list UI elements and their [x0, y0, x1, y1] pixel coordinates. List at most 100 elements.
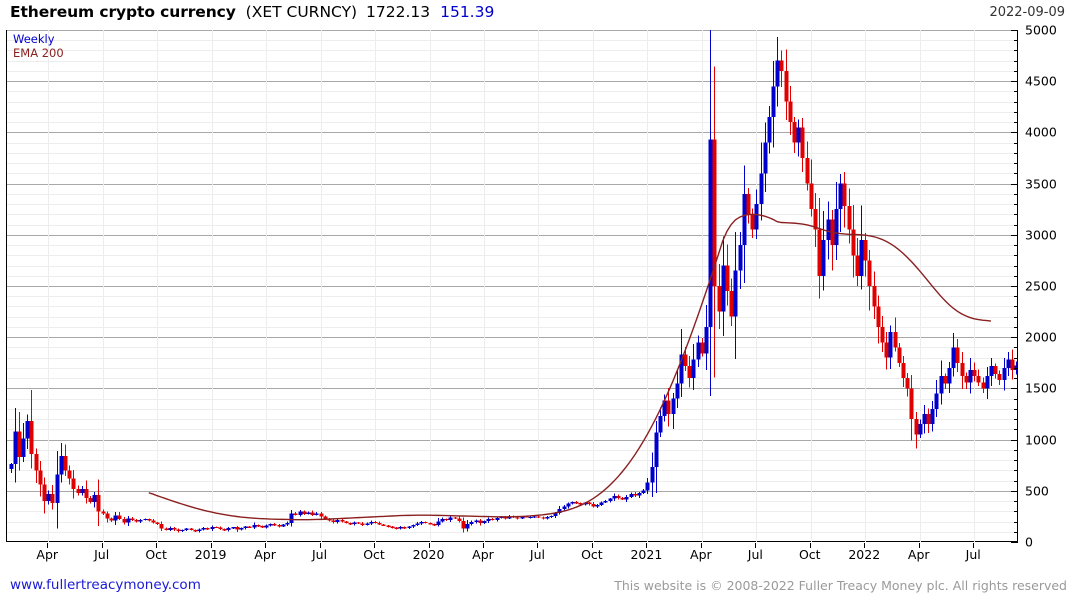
y-axis-tick-mark: [1014, 245, 1018, 246]
x-axis-tick-2019: 2019: [194, 547, 227, 562]
y-axis-tick-mark: [1014, 460, 1018, 461]
x-axis-tick-mark: [320, 543, 321, 548]
y-axis-spine: [1017, 30, 1018, 543]
y-axis-tick-0: 0: [1025, 534, 1033, 550]
y-axis-tick-mark: [1014, 173, 1018, 174]
y-axis-tick-mark: [1014, 481, 1018, 482]
y-axis-tick-2000: 2000: [1025, 329, 1057, 345]
last-price: 1722.13: [366, 3, 431, 21]
y-axis-tick-mark: [1014, 153, 1018, 154]
y-axis-tick-mark: [1014, 266, 1018, 267]
x-axis-tick-oct: Oct: [581, 547, 603, 562]
y-axis-tick-mark: [1011, 30, 1018, 31]
y-axis-tick-mark: [1011, 337, 1018, 338]
x-axis-tick-jul: Jul: [312, 547, 328, 562]
x-axis-tick-mark: [810, 543, 811, 548]
y-axis-tick-1000: 1000: [1025, 432, 1057, 448]
x-axis-tick-mark: [211, 543, 212, 548]
y-axis-tick-mark: [1014, 532, 1018, 533]
chart-footer: www.fullertreacymoney.com This website i…: [0, 575, 1075, 597]
x-axis-tick-apr: Apr: [472, 547, 494, 562]
y-axis-tick-marks: [1011, 30, 1018, 543]
y-axis-tick-mark: [1014, 122, 1018, 123]
y-axis-tick-mark: [1011, 81, 1018, 82]
y-axis-tick-mark: [1014, 163, 1018, 164]
y-axis-tick-mark: [1014, 501, 1018, 502]
chart-header: Ethereum crypto currency (XET CURNCY) 17…: [0, 0, 1075, 26]
y-axis-tick-mark: [1011, 388, 1018, 389]
chart-date: 2022-09-09: [989, 5, 1065, 20]
y-axis-tick-mark: [1011, 235, 1018, 236]
y-axis-tick-mark: [1014, 50, 1018, 51]
x-axis-labels: Apr Jul Oct 2019 Apr Jul Oct 2020 Apr Jul Oct 2021 A…: [6, 543, 1017, 565]
x-axis-tick-jul: Jul: [965, 547, 981, 562]
x-axis-tick-mark: [156, 543, 157, 548]
copyright-notice: This website is © 2008-2022 Fuller Treac…: [614, 578, 1067, 593]
y-axis-tick-3000: 3000: [1025, 227, 1057, 243]
y-axis-tick-mark: [1014, 327, 1018, 328]
y-axis-tick-mark: [1014, 112, 1018, 113]
y-axis-tick-mark: [1014, 409, 1018, 410]
y-axis-tick-mark: [1014, 450, 1018, 451]
y-axis-tick-mark: [1014, 358, 1018, 359]
y-axis-tick-mark: [1014, 214, 1018, 215]
y-axis-tick-mark: [1011, 491, 1018, 492]
y-axis-tick-mark: [1014, 225, 1018, 226]
x-axis-tick-mark: [102, 543, 103, 548]
x-axis-tick-apr: Apr: [690, 547, 712, 562]
x-axis-tick-2022: 2022: [848, 547, 881, 562]
y-axis-tick-3500: 3500: [1025, 176, 1057, 192]
y-axis-tick-mark: [1014, 91, 1018, 92]
y-axis-tick-1500: 1500: [1025, 380, 1057, 396]
y-axis-tick-mark: [1014, 378, 1018, 379]
x-axis-tick-jul: Jul: [747, 547, 763, 562]
x-axis-tick-apr: Apr: [36, 547, 59, 562]
price-change: 151.39: [440, 3, 495, 21]
x-axis-tick-2020: 2020: [412, 547, 445, 562]
chart-plot-area: Weekly EMA 200: [6, 30, 1018, 542]
y-axis-tick-mark: [1014, 255, 1018, 256]
x-axis-tick-oct: Oct: [145, 547, 167, 562]
y-axis-tick-mark: [1014, 306, 1018, 307]
y-axis-tick-mark: [1014, 368, 1018, 369]
y-axis-tick-mark: [1014, 511, 1018, 512]
page-title: Ethereum crypto currency (XET CURNCY) 17…: [10, 3, 494, 21]
y-axis-tick-4500: 4500: [1025, 73, 1057, 89]
x-axis-tick-mark: [919, 543, 920, 548]
x-axis-tick-mark: [755, 543, 756, 548]
x-axis-tick-oct: Oct: [363, 547, 385, 562]
y-axis-tick-mark: [1014, 143, 1018, 144]
instrument-name: Ethereum crypto currency: [10, 3, 236, 21]
y-axis-tick-mark: [1011, 286, 1018, 287]
x-axis-tick-apr: Apr: [254, 547, 276, 562]
y-axis-tick-500: 500: [1025, 483, 1049, 499]
y-axis-tick-2500: 2500: [1025, 278, 1057, 294]
y-axis-tick-mark: [1014, 522, 1018, 523]
y-axis-tick-mark: [1014, 40, 1018, 41]
site-url[interactable]: www.fullertreacymoney.com: [10, 577, 201, 593]
y-axis-tick-mark: [1014, 276, 1018, 277]
y-axis-tick-mark: [1014, 429, 1018, 430]
y-axis-tick-mark: [1014, 204, 1018, 205]
y-axis-tick-mark: [1014, 102, 1018, 103]
y-axis-tick-mark: [1014, 194, 1018, 195]
x-axis-tick-mark: [646, 543, 647, 548]
candlestick-plot: [7, 30, 1018, 542]
y-axis-tick-5000: 5000: [1025, 22, 1057, 38]
x-axis-tick-apr: Apr: [907, 547, 930, 562]
y-axis-tick-mark: [1014, 71, 1018, 72]
y-axis-tick-mark: [1011, 440, 1018, 441]
x-axis-tick-mark: [429, 543, 430, 548]
x-axis-tick-mark: [973, 543, 974, 548]
x-axis-tick-mark: [537, 543, 538, 548]
x-axis-tick-mark: [47, 543, 48, 548]
y-axis-tick-mark: [1014, 296, 1018, 297]
instrument-ticker: (XET CURNCY): [245, 3, 358, 21]
y-axis-tick-mark: [1011, 542, 1018, 543]
y-axis-tick-mark: [1014, 347, 1018, 348]
x-axis-tick-jul: Jul: [529, 547, 545, 562]
y-axis-tick-4000: 4000: [1025, 124, 1057, 140]
y-axis-labels: 0 500 1000 1500 2000 2500 3000 3500 4000 4500 5000: [1017, 23, 1075, 550]
x-axis-tick-mark: [483, 543, 484, 548]
y-axis-tick-mark: [1014, 399, 1018, 400]
